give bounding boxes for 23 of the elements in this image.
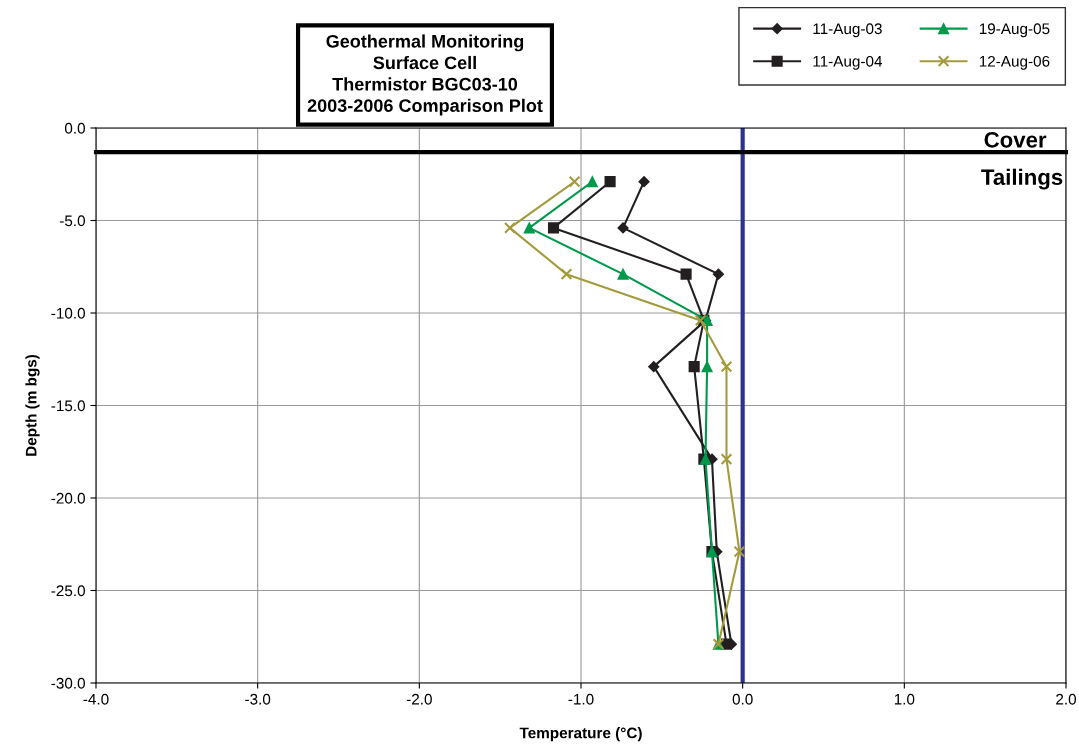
legend-label: 11-Aug-04	[813, 55, 883, 70]
y-tick-label: -5.0	[59, 215, 85, 227]
legend-label: 19-Aug-05	[979, 23, 1050, 38]
x-axis-title: Temperature (°C)	[519, 727, 642, 742]
y-tick-label: 0.0	[64, 122, 85, 134]
y-axis-title: Depth (m bgs)	[25, 354, 40, 456]
y-tick-label: -15.0	[51, 400, 85, 412]
x-tick-label: -3.0	[245, 693, 271, 705]
chart-title: Geothermal Monitoring Surface Cell Thermistor BGC03-10 2003-2006 Comparison Plot	[307, 34, 543, 116]
y-tick-label: -25.0	[51, 585, 85, 597]
y-tick-label: -10.0	[51, 307, 85, 319]
y-tick-label: -20.0	[51, 492, 85, 504]
annotation: Tailings	[981, 168, 1063, 190]
legend-label: 11-Aug-03	[813, 23, 882, 38]
ref-line-label: Cover	[984, 131, 1047, 148]
x-tick-label: -4.0	[83, 693, 109, 705]
x-tick-label: 2.0	[1056, 693, 1077, 705]
x-tick-label: 1.0	[894, 693, 915, 705]
x-tick-label: -2.0	[406, 693, 432, 705]
y-tick-label: -30.0	[51, 677, 85, 689]
legend-label: 12-Aug-06	[979, 55, 1050, 70]
x-tick-label: 0.0	[732, 693, 753, 705]
x-tick-label: -1.0	[568, 693, 594, 705]
